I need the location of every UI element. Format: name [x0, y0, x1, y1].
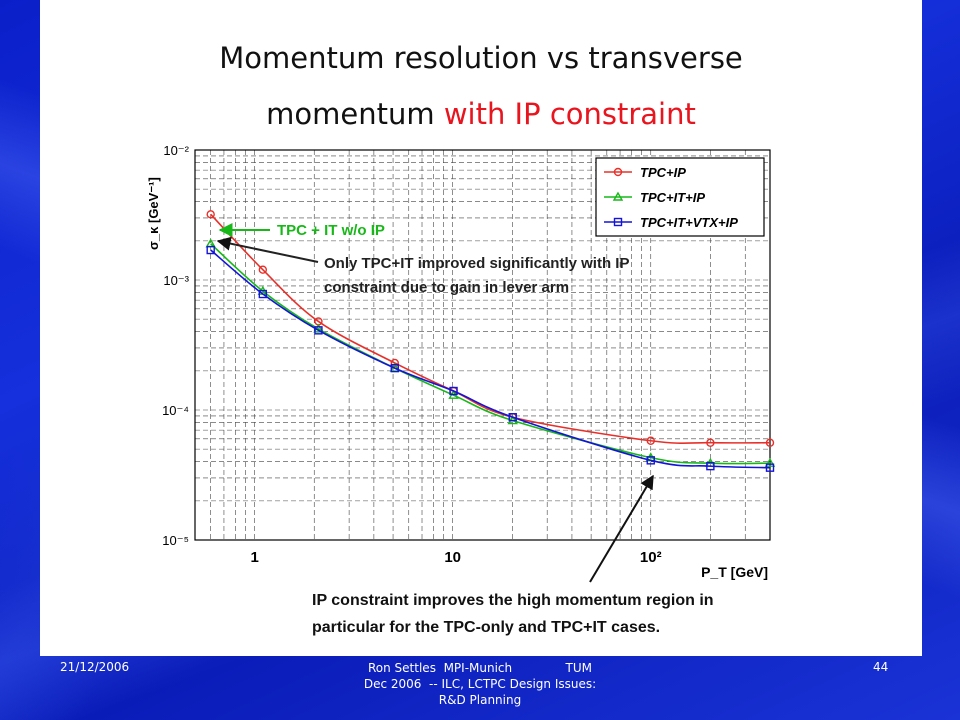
data-point-3 — [646, 456, 655, 465]
data-point-1 — [206, 210, 215, 219]
x-tick-label: 1 — [250, 549, 258, 566]
high-momentum-annotation-arrow — [589, 474, 654, 583]
data-point-2 — [764, 457, 776, 467]
legend-marker-2 — [612, 191, 624, 201]
data-point-1 — [706, 438, 715, 447]
grid-lines — [195, 150, 770, 540]
title-line-1: Momentum resolution vs transverse — [219, 41, 743, 75]
series-line-3 — [210, 249, 771, 469]
data-point-3 — [258, 289, 268, 299]
green-annotation-label: TPC + IT w/o IP — [277, 222, 385, 239]
title-line-2-black: momentum — [266, 97, 435, 131]
footer-center-line1: Ron Settles MPI-Munich TUM — [368, 661, 592, 675]
data-point-1 — [258, 265, 268, 274]
title-line-2: momentum with IP constraint — [40, 86, 922, 142]
footer-date: 21/12/2006 — [60, 660, 130, 674]
legend-marker-1 — [613, 167, 623, 177]
high-momentum-annotation-line2: particular for the TPC-only and TPC+IT c… — [312, 619, 660, 636]
footer-center: Ron Settles MPI-Munich TUM Dec 2006 -- I… — [290, 660, 670, 708]
y-tick-label: 10⁻⁵ — [162, 533, 189, 548]
footer-center-line3: R&D Planning — [438, 693, 522, 707]
legend-label-1: TPC+IP — [640, 165, 686, 180]
data-point-3 — [390, 363, 399, 373]
x-tick-label: 10² — [640, 549, 662, 566]
data-point-1 — [765, 438, 775, 447]
data-point-1 — [390, 358, 399, 368]
lever-arm-annotation-arrow — [216, 236, 319, 263]
y-tick-label: 10⁻⁴ — [162, 403, 189, 418]
data-point-3 — [706, 461, 715, 471]
data-point-1 — [646, 436, 655, 445]
legend-label-2: TPC+IT+IP — [640, 190, 705, 205]
plot-frame — [194, 149, 771, 541]
title-line-2-red: with IP constraint — [443, 97, 696, 131]
momentum-resolution-chart: 1 10 10² 10⁻⁵ 10⁻⁴ 10⁻³ 10⁻² P_T [GeV] σ_κ [GeV⁻… — [146, 143, 776, 636]
footer-page-number: 44 — [873, 660, 889, 674]
footer-center-line2: Dec 2006 -- ILC, LCTPC Design Issues: — [363, 677, 597, 691]
data-point-3 — [206, 245, 215, 255]
x-tick-label: 10 — [444, 549, 461, 566]
high-momentum-annotation-line1: IP constraint improves the high momentum… — [312, 592, 714, 609]
data-point-3 — [449, 386, 458, 396]
y-tick-label: 10⁻² — [163, 143, 189, 158]
data-point-3 — [765, 463, 775, 472]
y-tick-label: 10⁻³ — [163, 273, 189, 288]
lever-arm-annotation-line2: constraint due to gain in lever arm — [324, 279, 569, 296]
lever-arm-annotation-line1: Only TPC+IT improved significantly with … — [324, 255, 629, 272]
data-point-3 — [314, 326, 323, 335]
y-axis-title: σ_κ [GeV⁻¹] — [146, 177, 161, 250]
slide-title: Momentum resolution vs transverse moment… — [40, 30, 922, 142]
legend-marker-3 — [613, 217, 623, 227]
legend-label-3: TPC+IT+VTX+IP — [640, 215, 738, 230]
x-axis-title: P_T [GeV] — [701, 564, 768, 580]
data-point-3 — [508, 413, 517, 422]
